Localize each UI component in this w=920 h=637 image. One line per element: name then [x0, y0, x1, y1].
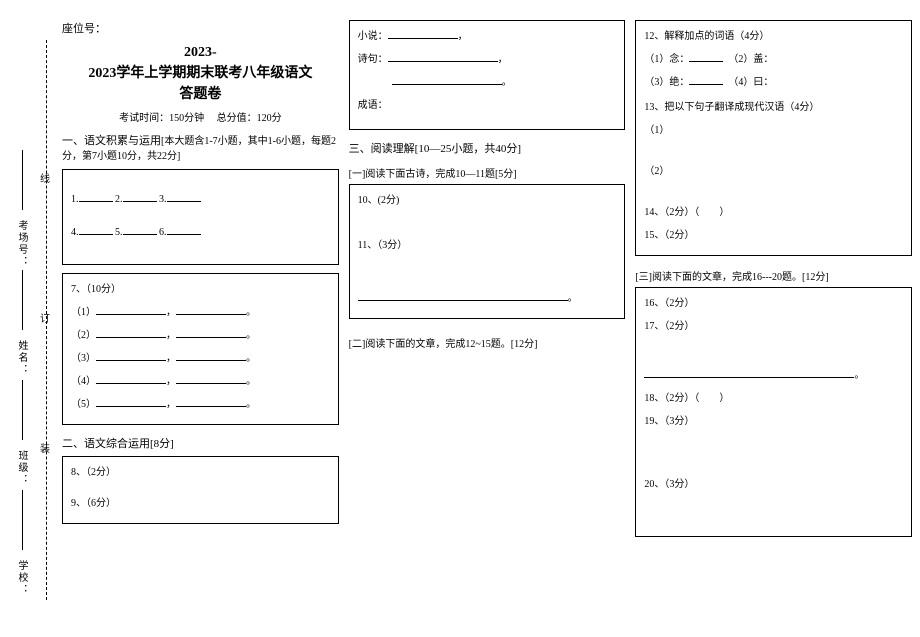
q13-s2: （2）	[644, 162, 903, 181]
seat-label: 座位号：	[62, 20, 339, 36]
q7-s1: （1），。	[71, 303, 330, 322]
q11-label: 11、（3分）	[358, 236, 617, 255]
novel-line: 小说：，	[358, 27, 617, 46]
q14-label: 14、（2分）（ ）	[644, 203, 903, 222]
q6-blank[interactable]	[167, 223, 201, 235]
q7-1a[interactable]	[96, 303, 166, 315]
q17-blank[interactable]	[644, 366, 854, 378]
q1-blank[interactable]	[79, 190, 113, 202]
q13-s1: （1）	[644, 121, 903, 140]
poem-line: 诗句：，	[358, 50, 617, 69]
poem-blank-2[interactable]	[392, 73, 502, 85]
q9-label: 9、（6分）	[71, 494, 330, 513]
q7-s2: （2），。	[71, 326, 330, 345]
field-class-line	[22, 380, 23, 440]
field-room-line	[22, 150, 23, 210]
poem-blank-1[interactable]	[388, 50, 498, 62]
q6-num: 6.	[159, 227, 167, 238]
q18-label: 18、（2分）（ ）	[644, 389, 903, 408]
field-school-label: 学校：	[14, 560, 29, 596]
box-q10-11: 10、(2分) 11、（3分） 。	[349, 184, 626, 319]
column-3: 12、解释加点的词语（4分） （1）念： （2）盖： （3）绝： （4）曰： 1…	[635, 20, 912, 629]
title-line: 2023学年上学期期末联考八年级语文	[62, 63, 339, 84]
box-q12-15: 12、解释加点的词语（4分） （1）念： （2）盖： （3）绝： （4）曰： 1…	[635, 20, 912, 256]
q7-5b[interactable]	[176, 395, 246, 407]
q7-5a[interactable]	[96, 395, 166, 407]
box-q7: 7、（10分） （1），。 （2），。 （3），。 （4），。 （5），。	[62, 273, 339, 425]
q4-num: 4.	[71, 227, 79, 238]
q17-blank-row: 。	[644, 366, 903, 385]
q7-s5: （5），。	[71, 395, 330, 414]
sub33-label: [三]阅读下面的文章，完成16---20题。[12分]	[635, 268, 912, 283]
binding-edge: 学校： 班级： 姓名： 考场号： 线 订 装	[0, 0, 58, 637]
q7-4b[interactable]	[176, 372, 246, 384]
column-1: 座位号： 2023- 2023学年上学期期末联考八年级语文 答题卷 考试时间：1…	[62, 20, 339, 629]
q10-label: 10、(2分)	[358, 191, 617, 210]
exam-time: 考试时间：150分钟	[119, 113, 204, 124]
column-2: 小说：， 诗句：， 。 成语： 三、阅读理解[10—25小题，共40分] [一]…	[349, 20, 626, 629]
novel-blank[interactable]	[388, 27, 458, 39]
q1-num: 1.	[71, 194, 79, 205]
q7-1b[interactable]	[176, 303, 246, 315]
q7-s4: （4），。	[71, 372, 330, 391]
q2-num: 2.	[115, 194, 123, 205]
q11-blank[interactable]	[358, 289, 568, 301]
punch-xian: 线	[40, 170, 50, 185]
q5-blank[interactable]	[123, 223, 157, 235]
q7-2a[interactable]	[96, 326, 166, 338]
q7-3b[interactable]	[176, 349, 246, 361]
q15-label: 15、（2分）	[644, 226, 903, 245]
section1-title: 一、语文积累与运用	[62, 135, 161, 147]
section2-heading: 二、语文综合运用[8分]	[62, 437, 339, 452]
q3-num: 3.	[159, 194, 167, 205]
section1-heading: 一、语文积累与运用[本大题含1-7小题，其中1-6小题，每题2分，第7小题10分…	[62, 134, 339, 165]
sub31-label: [一]阅读下面古诗，完成10—11题[5分]	[349, 165, 626, 180]
q13-head: 13、把以下句子翻译成现代汉语（4分）	[644, 98, 903, 117]
q12-3-blank[interactable]	[689, 73, 723, 85]
field-room-label: 考场号：	[14, 220, 29, 268]
field-class-label: 班级：	[14, 450, 29, 486]
q12-row2: （3）绝： （4）曰：	[644, 73, 903, 92]
poem-line-2: 。	[358, 73, 617, 92]
punch-zhuang: 装	[40, 440, 50, 455]
q8-label: 8、（2分）	[71, 463, 330, 482]
field-name-line	[22, 270, 23, 330]
exam-info: 考试时间：150分钟 总分值：120分	[62, 109, 339, 124]
q12-row1: （1）念： （2）盖：	[644, 50, 903, 69]
q3-blank[interactable]	[167, 190, 201, 202]
box-novel: 小说：， 诗句：， 。 成语：	[349, 20, 626, 130]
exam-total: 总分值：120分	[217, 113, 282, 124]
q7-2b[interactable]	[176, 326, 246, 338]
punch-ding: 订	[40, 310, 50, 325]
q2-blank[interactable]	[123, 190, 157, 202]
q19-label: 19、（3分）	[644, 412, 903, 431]
page-columns: 座位号： 2023- 2023学年上学期期末联考八年级语文 答题卷 考试时间：1…	[62, 20, 912, 629]
title-year-top: 2023-	[62, 42, 339, 63]
q7-s3: （3），。	[71, 349, 330, 368]
box-q1-6: 1. 2. 3. 4. 5. 6.	[62, 169, 339, 265]
q11-blank-row: 。	[358, 289, 617, 308]
chengyu-line: 成语：	[358, 96, 617, 115]
title-sub: 答题卷	[62, 84, 339, 105]
q5-num: 5.	[115, 227, 123, 238]
q17-label: 17、（2分）	[644, 317, 903, 336]
box-q8-9: 8、（2分） 9、（6分）	[62, 456, 339, 524]
q7-4a[interactable]	[96, 372, 166, 384]
sub32-label: [二]阅读下面的文章，完成12~15题。[12分]	[349, 335, 626, 350]
field-name-label: 姓名：	[14, 340, 29, 376]
q12-head: 12、解释加点的词语（4分）	[644, 27, 903, 46]
q7-head: 7、（10分）	[71, 280, 330, 299]
box-q16-20: 16、（2分） 17、（2分） 。 18、（2分）（ ） 19、（3分） 20、…	[635, 287, 912, 537]
field-school-line	[22, 490, 23, 550]
section3-heading: 三、阅读理解[10—25小题，共40分]	[349, 142, 626, 157]
q4-blank[interactable]	[79, 223, 113, 235]
q16-label: 16、（2分）	[644, 294, 903, 313]
q20-label: 20、（3分）	[644, 475, 903, 494]
q7-3a[interactable]	[96, 349, 166, 361]
q12-1-blank[interactable]	[689, 50, 723, 62]
row-q1-3: 1. 2. 3.	[71, 190, 330, 209]
title-block: 2023- 2023学年上学期期末联考八年级语文 答题卷	[62, 42, 339, 105]
row-q4-6: 4. 5. 6.	[71, 223, 330, 242]
